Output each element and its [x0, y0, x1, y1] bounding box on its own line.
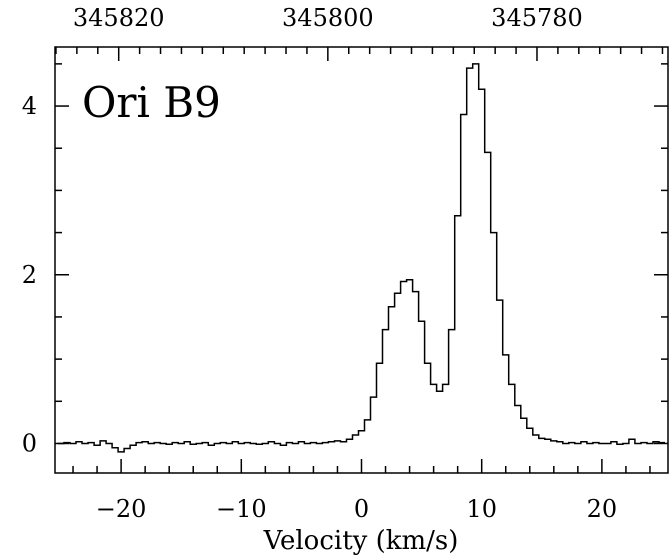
top-tick-label: 345820	[73, 4, 165, 32]
x-axis-ticks: −20 −10 0 10 20	[72, 459, 651, 523]
top-tick-label: 345780	[491, 4, 583, 32]
y-axis-ticks: 0 2 4	[22, 63, 668, 457]
y-tick-label: 2	[22, 261, 37, 289]
x-tick-label: −10	[216, 495, 267, 523]
source-label: Ori B9	[82, 78, 221, 127]
top-tick-label: 345800	[282, 4, 374, 32]
spectrum-line	[58, 63, 665, 453]
x-tick-label: 0	[354, 495, 369, 523]
y-tick-label: 0	[22, 429, 37, 457]
x-tick-label: 20	[587, 495, 618, 523]
x-axis-title: Velocity (km/s)	[263, 526, 459, 556]
x-tick-label: 10	[466, 495, 497, 523]
y-tick-label: 4	[22, 92, 37, 120]
top-axis-ticks: 345820 345800 345780	[55, 4, 664, 61]
x-tick-label: −20	[96, 495, 147, 523]
